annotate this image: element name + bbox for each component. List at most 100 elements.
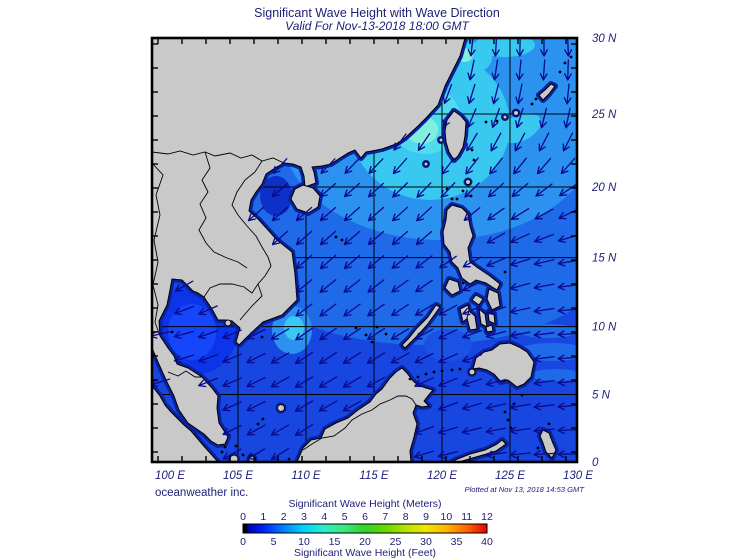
islet-speck xyxy=(455,197,459,201)
landmass xyxy=(539,429,557,459)
colorbar-feet-tick: 35 xyxy=(451,536,463,548)
country-border xyxy=(198,151,248,269)
islet-speck xyxy=(558,70,562,74)
colorbar-meters-tick: 8 xyxy=(403,511,409,523)
islet-speck xyxy=(241,453,245,457)
landmass xyxy=(442,204,501,291)
landmass xyxy=(471,294,484,306)
islet-speck xyxy=(509,426,513,430)
islet-speck xyxy=(450,368,454,372)
colorbar-feet-tick: 15 xyxy=(329,536,341,548)
page-title: Significant Wave Height with Wave Direct… xyxy=(254,6,500,20)
islet-speck xyxy=(503,410,507,414)
colorbar-meters-tick: 4 xyxy=(321,511,327,523)
colorbar-feet-ticks: 0 5 10 15 20 25 30 35 40 xyxy=(240,536,493,548)
longitude-label: 130 E xyxy=(563,470,593,482)
landmass xyxy=(152,385,219,462)
islet-speck xyxy=(424,372,428,376)
colorbar-meters-tick: 5 xyxy=(342,511,348,523)
longitude-label: 115 E xyxy=(359,470,389,482)
colorbar-feet-tick: 0 xyxy=(240,536,246,548)
landmass xyxy=(472,342,535,388)
landmass xyxy=(444,110,467,161)
landmass xyxy=(290,184,321,214)
islet-speck xyxy=(340,238,344,242)
colorbar-meters-tick: 3 xyxy=(301,511,307,523)
colorbar-meters-tick: 6 xyxy=(362,511,368,523)
islet-speck xyxy=(354,326,358,330)
landmass xyxy=(296,367,434,462)
latitude-label: 25 N xyxy=(591,109,617,121)
islet-speck xyxy=(223,445,227,449)
valid-time-subtitle: Valid For Nov-13-2018 18:00 GMT xyxy=(285,19,470,33)
island xyxy=(277,404,285,412)
islet-speck xyxy=(563,61,567,65)
island xyxy=(502,114,508,120)
islet-speck xyxy=(287,457,291,461)
island xyxy=(465,179,471,185)
colorbar-meters-tick: 9 xyxy=(423,511,429,523)
colorbar-meters-tick: 11 xyxy=(461,511,472,523)
landmass xyxy=(451,439,507,462)
colorbar-feet-label: Significant Wave Height (Feet) xyxy=(294,547,436,559)
wave-direction-arrows xyxy=(152,38,577,460)
islet-speck xyxy=(334,235,338,239)
islet-speck xyxy=(384,332,388,336)
country-border xyxy=(167,370,202,378)
islet-speck xyxy=(569,55,573,59)
islet-speck xyxy=(408,377,412,381)
map-frame xyxy=(150,36,579,464)
islet-speck xyxy=(220,450,224,454)
islet-speck xyxy=(495,119,499,123)
colorbar-gradient-bar xyxy=(242,523,488,534)
latitude-label: 20 N xyxy=(591,182,617,194)
map-area xyxy=(152,38,577,462)
islet-speck xyxy=(461,189,465,193)
colorbar-feet-tick: 5 xyxy=(271,536,277,548)
islet-speck xyxy=(530,102,534,106)
islet-speck xyxy=(261,417,265,421)
wave-height-patch xyxy=(475,38,535,57)
colorbar-feet-tick: 25 xyxy=(390,536,402,548)
landmass xyxy=(152,38,466,446)
islet-speck xyxy=(472,158,476,162)
longitude-label: 105 E xyxy=(223,470,253,482)
island xyxy=(468,368,476,376)
islet-speck xyxy=(234,444,238,448)
colorbar-meters-ticks: 0 1 2 3 4 5 6 7 8 9 10 11 12 xyxy=(240,511,493,523)
colorbar-meters-tick: 2 xyxy=(281,511,287,523)
colorbar-meters-tick: 10 xyxy=(440,511,452,523)
islet-speck xyxy=(534,97,538,101)
islet-speck xyxy=(484,120,488,124)
colorbar-feet-tick: 20 xyxy=(359,536,371,548)
islet-speck xyxy=(440,369,444,373)
colorbar-feet-tick: 30 xyxy=(420,536,432,548)
axis-labels: 100 E 105 E 110 E 115 E 120 E 125 E 130 E 30 N 2… xyxy=(155,33,617,482)
longitude-label: 120 E xyxy=(427,470,457,482)
islet-speck xyxy=(170,330,174,334)
islet-speck xyxy=(416,375,420,379)
island xyxy=(438,137,444,143)
islet-speck xyxy=(520,393,524,397)
colorbar-feet-tick: 10 xyxy=(298,536,310,548)
latitude-label: 15 N xyxy=(592,253,617,265)
island xyxy=(513,110,519,116)
latitude-label: 10 N xyxy=(592,322,617,334)
islet-speck xyxy=(536,446,540,450)
landmass xyxy=(538,83,556,101)
islet-speck xyxy=(432,370,436,374)
country-border xyxy=(152,150,285,164)
islet-speck xyxy=(506,418,510,422)
landmass xyxy=(466,310,478,331)
latitude-label: 30 N xyxy=(592,33,617,45)
colorbar-meters-tick: 12 xyxy=(481,511,493,523)
colorbar-meters-label: Significant Wave Height (Meters) xyxy=(288,498,441,510)
island xyxy=(224,319,232,327)
islet-speck xyxy=(260,335,264,339)
agency-credit: oceanweather inc. xyxy=(155,487,248,499)
country-border xyxy=(231,160,272,321)
landmass xyxy=(487,311,496,325)
colorbar-meters-tick: 0 xyxy=(240,511,246,523)
